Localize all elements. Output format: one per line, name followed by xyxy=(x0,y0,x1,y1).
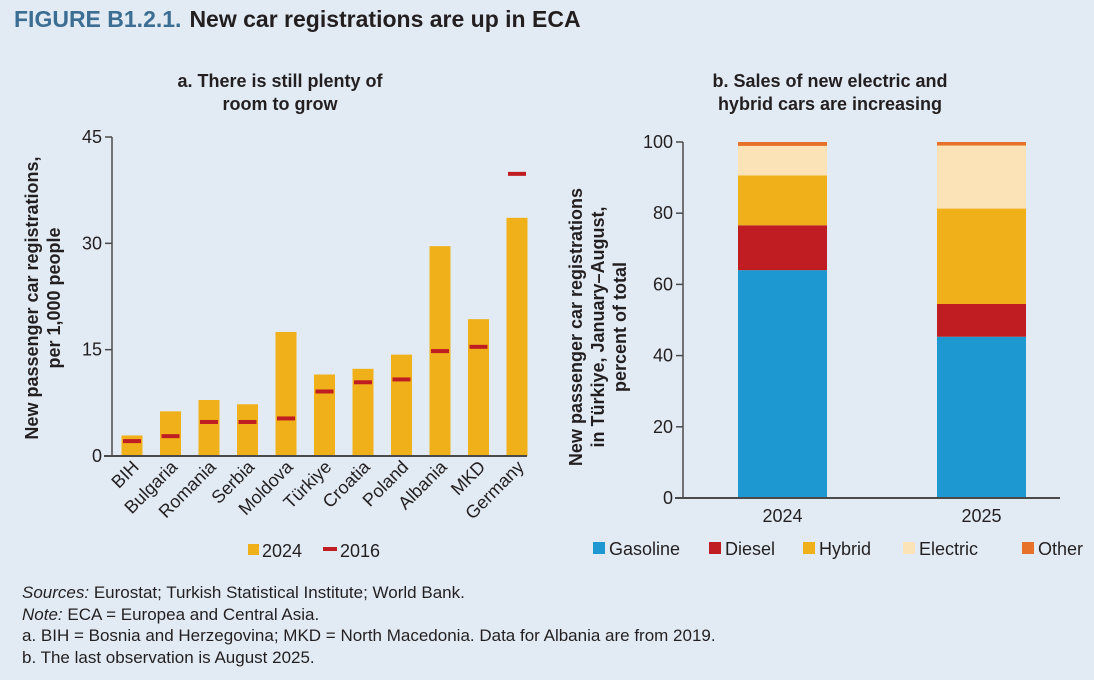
panel-b-y-title-line2: in Türkiye, January–August, xyxy=(588,206,608,447)
panel-a-title: a. There is still plenty of room to grow xyxy=(110,70,450,116)
panel-b-legend: Gasoline Diesel Hybrid Electric Other xyxy=(593,539,1083,559)
bar-2024-türkiye xyxy=(314,374,335,456)
legend-label-2024: 2024 xyxy=(262,541,302,561)
segment-electric-2025 xyxy=(937,145,1026,209)
note-line: Note: ECA = Europea and Central Asia. xyxy=(22,604,716,626)
bar-2024-bih xyxy=(121,435,143,456)
segment-hybrid-2024 xyxy=(738,175,827,226)
figure-number: FIGURE B1.2.1. xyxy=(14,6,182,32)
figure-title: FIGURE B1.2.1. New car registrations are … xyxy=(14,6,581,33)
marker-2016-moldova xyxy=(277,416,295,421)
panel-b-title-line1: b. Sales of new electric and xyxy=(712,71,948,91)
legend-label-electric: Electric xyxy=(919,539,978,559)
bar-2024-serbia xyxy=(237,404,258,456)
panel-b-y-ticks: 0 20 40 60 80 100 xyxy=(643,132,683,508)
panel-b-x-labels: 2024 2025 xyxy=(762,506,1001,526)
bar-2024-germany xyxy=(506,217,528,456)
panel-b-y-tick-label: 100 xyxy=(643,132,673,152)
panel-b-y-tick-label: 80 xyxy=(653,203,673,223)
panel-b-title: b. Sales of new electric and hybrid cars… xyxy=(660,70,1000,116)
marker-2016-bih xyxy=(123,439,141,444)
note-b: b. The last observation is August 2025. xyxy=(22,647,315,667)
sources-line: Sources: Eurostat; Turkish Statistical I… xyxy=(22,582,716,604)
legend-swatch-2016 xyxy=(323,547,337,551)
legend-swatch-other xyxy=(1022,542,1034,554)
panel-a-y-tick-label: 15 xyxy=(82,340,102,360)
segment-hybrid-2025 xyxy=(937,208,1026,304)
panel-b-y-tick-label: 20 xyxy=(653,417,673,437)
panel-a-y-tick-label: 45 xyxy=(82,127,102,147)
bar-2024-moldova xyxy=(275,331,297,456)
marker-2016-croatia xyxy=(354,380,372,385)
marker-2016-bulgaria xyxy=(161,434,180,439)
panel-a-chart: 0 15 30 45 BIHBulgariaRomaniaSerbiaMoldovaT… xyxy=(22,127,528,561)
marker-2016-romania xyxy=(200,419,218,424)
panel-a-legend: 2024 2016 xyxy=(248,541,380,561)
segment-other-2024 xyxy=(738,142,827,146)
panel-b-chart: 0 20 40 60 80 100 2024 2025 New passenger car … xyxy=(566,132,1083,559)
marker-2016-türkiye xyxy=(315,389,334,394)
legend-label-other: Other xyxy=(1038,539,1083,559)
panel-a-y-title-line2: per 1,000 people xyxy=(44,227,64,368)
panel-b-y-tick-label: 40 xyxy=(653,346,673,366)
note-a: a. BIH = Bosnia and Herzegovina; MKD = N… xyxy=(22,626,716,645)
panel-b-x-label: 2024 xyxy=(762,506,802,526)
marker-2016-germany xyxy=(508,171,526,176)
segment-diesel-2025 xyxy=(937,303,1026,337)
panel-b-x-label: 2025 xyxy=(961,506,1001,526)
marker-2016-albania xyxy=(431,349,449,354)
segment-diesel-2024 xyxy=(738,225,827,271)
marker-2016-poland xyxy=(392,377,411,382)
figure-heading: New car registrations are up in ECA xyxy=(189,6,581,32)
panel-a-y-title-line1: New passenger car registrations, xyxy=(22,156,42,439)
legend-swatch-hybrid xyxy=(803,542,815,554)
sources-label: Sources: xyxy=(22,583,90,602)
legend-swatch-diesel xyxy=(709,542,721,554)
legend-swatch-2024 xyxy=(248,544,259,555)
panel-b-y-title-line3: percent of total xyxy=(610,262,630,392)
bar-2024-mkd xyxy=(468,319,489,456)
legend-label-gasoline: Gasoline xyxy=(609,539,680,559)
legend-label-2016: 2016 xyxy=(340,541,380,561)
sources-text: Eurostat; Turkish Statistical Institute;… xyxy=(89,583,465,602)
note-label: Note: xyxy=(22,604,63,624)
note-text: ECA = Europea and Central Asia. xyxy=(62,604,320,624)
panel-a-bars xyxy=(121,217,528,456)
legend-swatch-electric xyxy=(903,542,915,554)
segment-gasoline-2025 xyxy=(937,336,1026,498)
panel-a-title-line1: a. There is still plenty of xyxy=(177,71,383,91)
panel-a-y-tick-label: 0 xyxy=(92,446,102,466)
legend-label-hybrid: Hybrid xyxy=(819,539,871,559)
segment-electric-2024 xyxy=(738,145,827,176)
marker-2016-serbia xyxy=(238,419,257,424)
segment-other-2025 xyxy=(937,142,1026,146)
panel-a-title-line2: room to grow xyxy=(222,94,338,114)
panel-b-y-tick-label: 0 xyxy=(663,488,673,508)
panel-b-y-title-line1: New passenger car registrations xyxy=(566,188,586,466)
figure-notes: Sources: Eurostat; Turkish Statistical I… xyxy=(22,582,716,668)
panel-a-y-ticks: 0 15 30 45 xyxy=(82,127,112,466)
panel-a-y-tick-label: 30 xyxy=(82,233,102,253)
legend-swatch-gasoline xyxy=(593,542,605,554)
legend-label-diesel: Diesel xyxy=(725,539,775,559)
panel-b-title-line2: hybrid cars are increasing xyxy=(717,94,943,114)
bar-2024-bulgaria xyxy=(160,411,181,456)
panel-b-bars xyxy=(738,142,1026,498)
segment-gasoline-2024 xyxy=(738,270,827,498)
bar-2024-romania xyxy=(198,399,220,456)
panel-a-x-labels: BIHBulgariaRomaniaSerbiaMoldovaTürkiyeCr… xyxy=(107,456,527,523)
bar-2024-poland xyxy=(391,354,412,456)
panel-a-markers xyxy=(123,171,526,444)
panel-b-y-tick-label: 60 xyxy=(653,274,673,294)
marker-2016-mkd xyxy=(469,344,488,349)
bar-2024-croatia xyxy=(352,368,374,456)
